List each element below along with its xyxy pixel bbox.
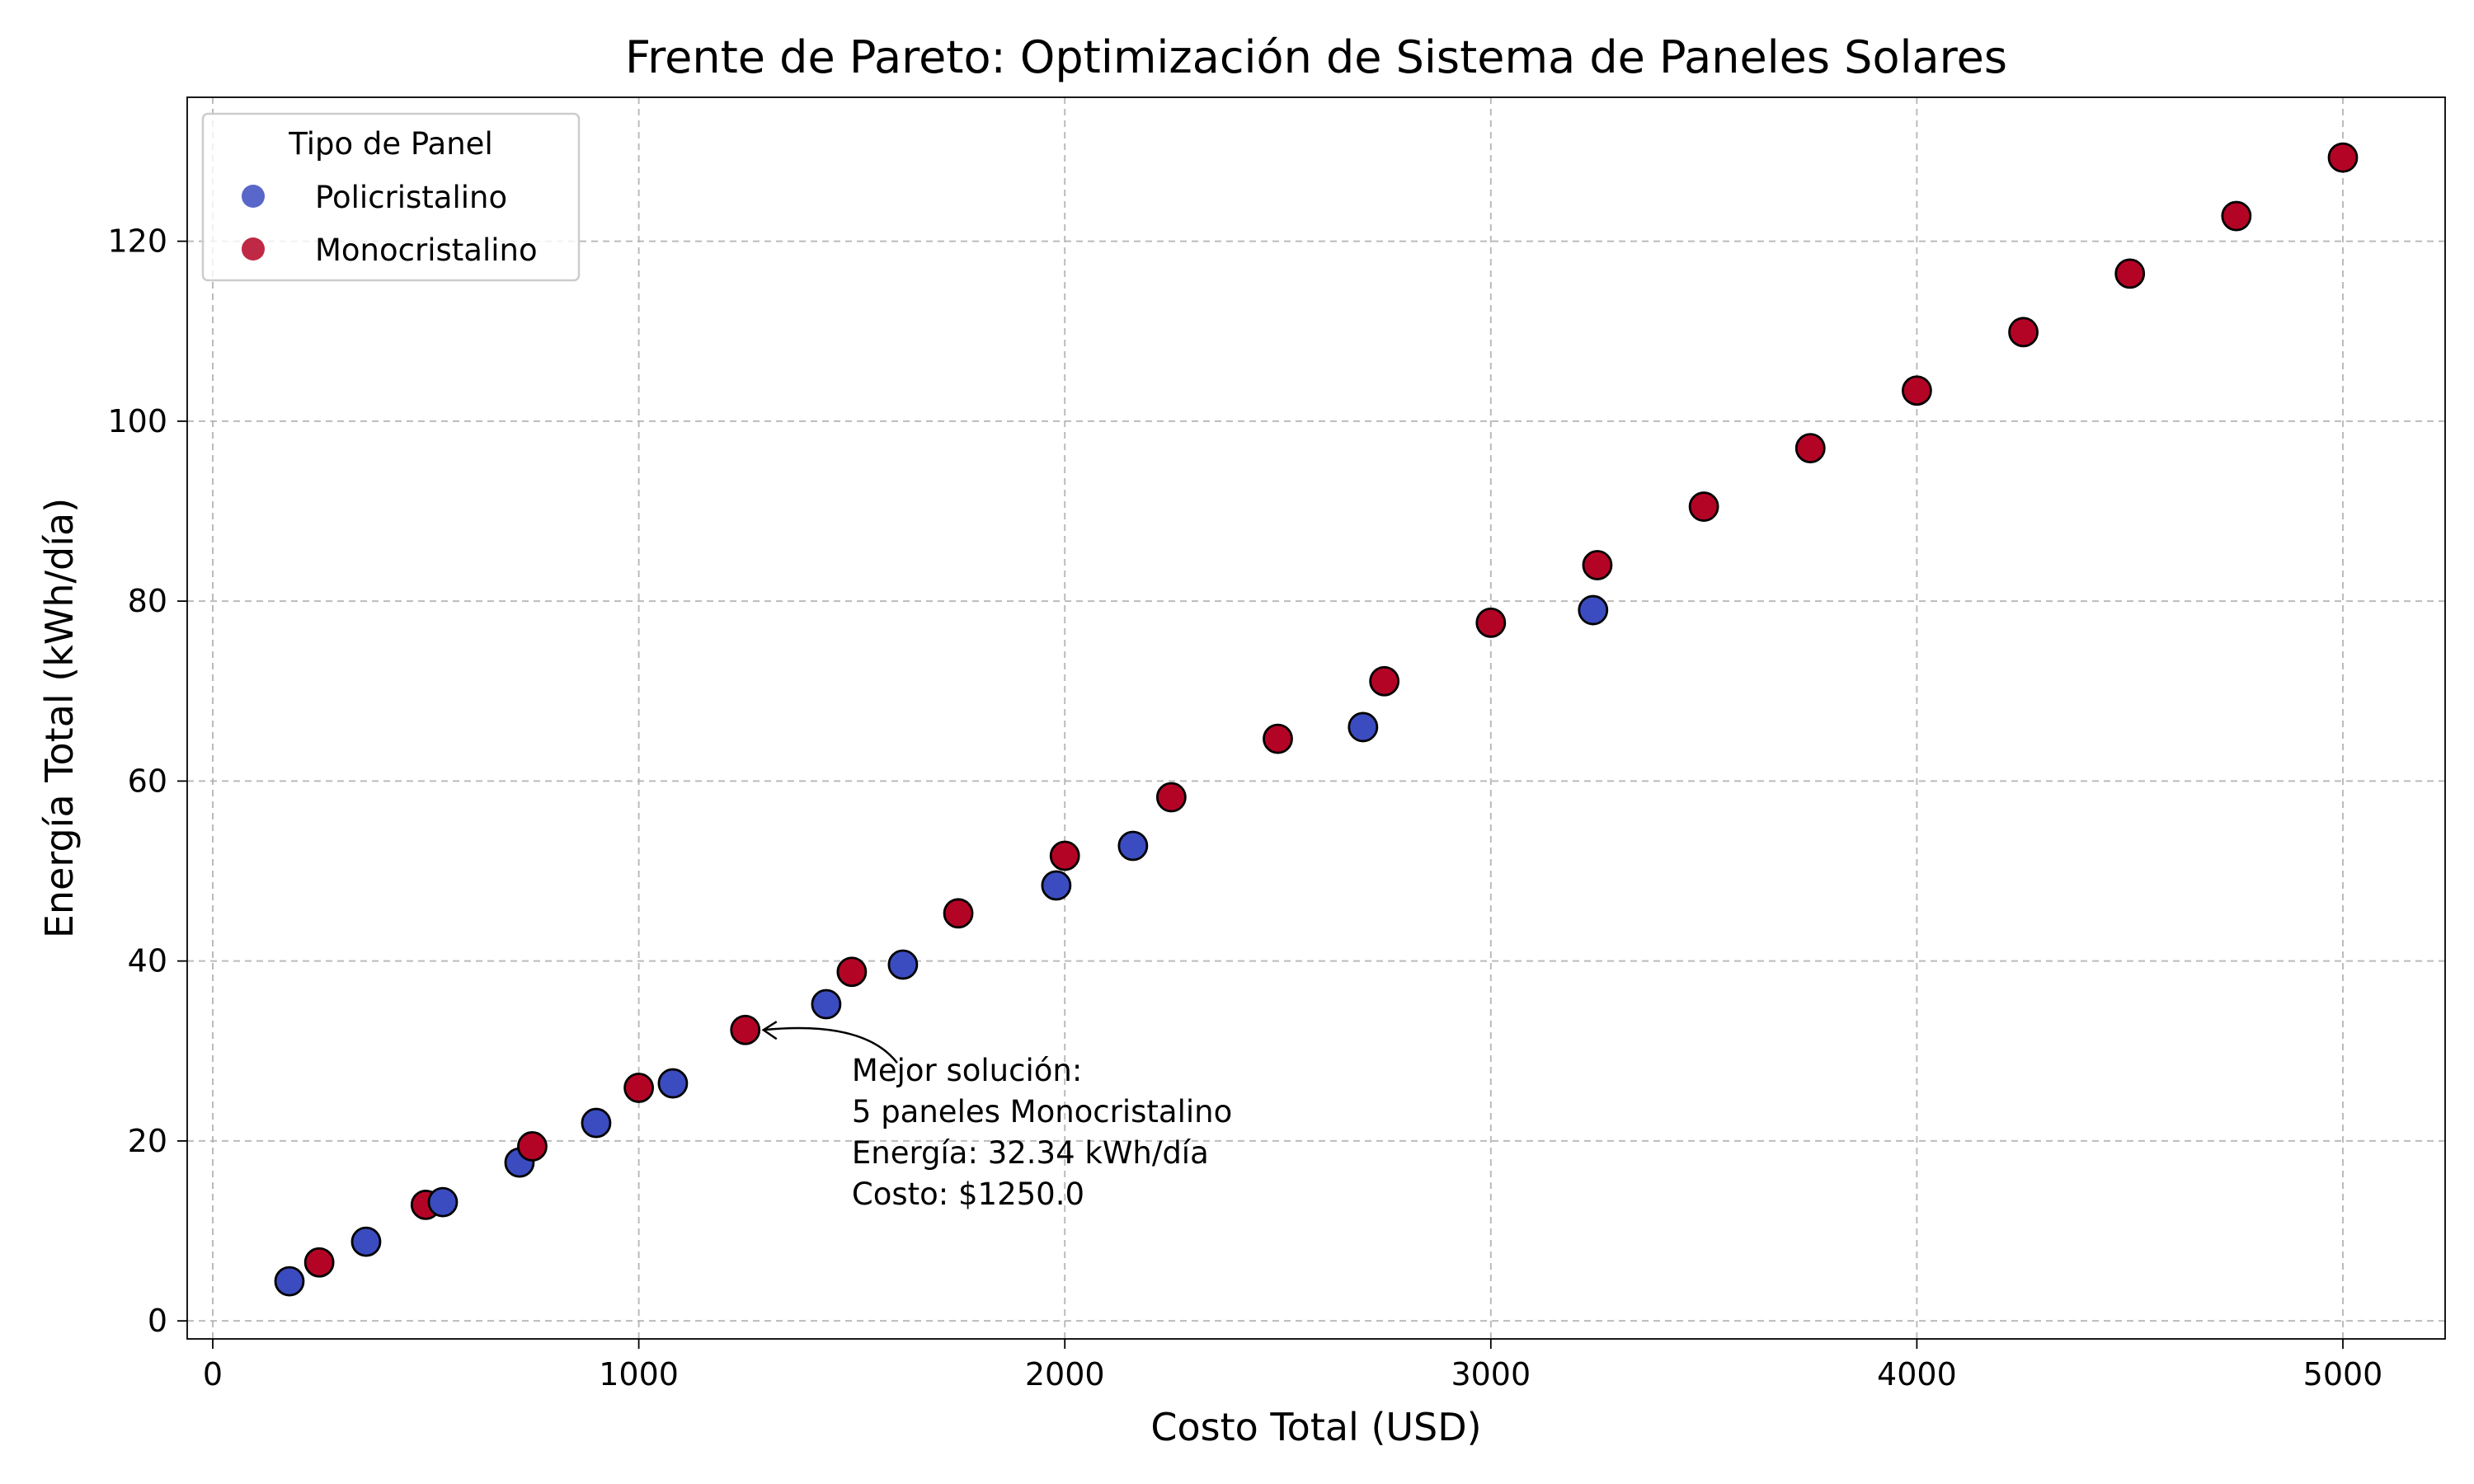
y-tick-label: 60: [128, 763, 167, 799]
y-tick-label: 40: [128, 943, 167, 979]
y-tick-label: 0: [148, 1303, 167, 1339]
data-point-monocristalino: [2008, 317, 2039, 348]
y-axis-label: Energía Total (kWh/día): [37, 498, 82, 938]
plot-frame: [186, 96, 2446, 1340]
data-point-policristalino: [1041, 870, 1072, 901]
x-tick-label: 3000: [1451, 1356, 1531, 1392]
annotation-arrowhead: [761, 1021, 778, 1040]
data-point-policristalino: [811, 989, 842, 1020]
legend-box: [201, 112, 581, 282]
annotation-line-2: 5 paneles Monocristalino: [852, 1094, 1232, 1129]
data-point-monocristalino: [2114, 258, 2146, 289]
annotation-arrow: [763, 1026, 898, 1064]
legend-marker-policristalino: [242, 185, 265, 208]
x-tick-label: 5000: [2303, 1356, 2383, 1392]
legend: Tipo de Panel Policristalino Monocristal…: [201, 112, 581, 282]
data-point-policristalino: [581, 1107, 612, 1139]
x-tick-label: 4000: [1877, 1356, 1957, 1392]
x-tick-label: 0: [203, 1356, 223, 1392]
data-point-monocristalino: [1049, 840, 1080, 871]
data-point-monocristalino: [623, 1073, 654, 1103]
data-point-monocristalino: [730, 1014, 761, 1045]
data-point-monocristalino: [1688, 491, 1719, 522]
annotation-line-1: Mejor solución:: [852, 1053, 1082, 1088]
data-point-monocristalino: [517, 1131, 548, 1162]
data-point-monocristalino: [1369, 665, 1400, 697]
annotation: Mejor solución: 5 paneles Monocristalino…: [761, 1021, 1232, 1212]
y-tick-label: 80: [128, 583, 167, 619]
data-point-monocristalino: [943, 898, 974, 929]
data-point-monocristalino: [303, 1247, 335, 1278]
chart-title: Frente de Pareto: Optimización de Sistem…: [625, 31, 2007, 83]
data-point-monocristalino: [1155, 782, 1187, 813]
axis-ticks: 0 1000 2000 3000 4000 5000 0 20 40 60 80 100 120: [107, 223, 2382, 1392]
legend-title: Tipo de Panel: [288, 126, 492, 162]
y-tick-label: 20: [128, 1123, 167, 1159]
legend-label-policristalino: Policristalino: [315, 180, 507, 215]
x-tick-label: 2000: [1025, 1356, 1105, 1392]
data-point-monocristalino: [1582, 550, 1613, 580]
data-point-policristalino: [1117, 830, 1149, 862]
data-point-policristalino: [427, 1186, 459, 1218]
data-point-monocristalino: [1475, 607, 1507, 638]
data-point-policristalino: [1578, 594, 1609, 626]
legend-marker-monocristalino: [242, 237, 265, 261]
y-tick-label: 120: [107, 223, 167, 260]
data-point-monocristalino: [1263, 723, 1293, 754]
data-point-policristalino: [887, 949, 919, 980]
x-axis-label: Costo Total (USD): [1150, 1405, 1481, 1449]
data-point-monocristalino: [836, 956, 868, 988]
data-point-monocristalino: [1794, 433, 1826, 464]
data-point-policristalino: [350, 1226, 382, 1257]
data-point-monocristalino: [2221, 200, 2252, 232]
data-point-monocristalino: [1902, 375, 1932, 406]
annotation-line-4: Costo: $1250.0: [852, 1176, 1084, 1212]
x-tick-label: 1000: [599, 1356, 679, 1392]
annotation-line-3: Energía: 32.34 kWh/día: [852, 1135, 1209, 1171]
data-point-policristalino: [657, 1068, 689, 1099]
data-points: [274, 142, 2359, 1297]
data-point-policristalino: [1348, 711, 1379, 743]
legend-label-monocristalino: Monocristalino: [315, 232, 538, 268]
y-tick-label: 100: [107, 403, 167, 439]
data-point-policristalino: [274, 1266, 305, 1297]
data-point-monocristalino: [2327, 142, 2359, 173]
